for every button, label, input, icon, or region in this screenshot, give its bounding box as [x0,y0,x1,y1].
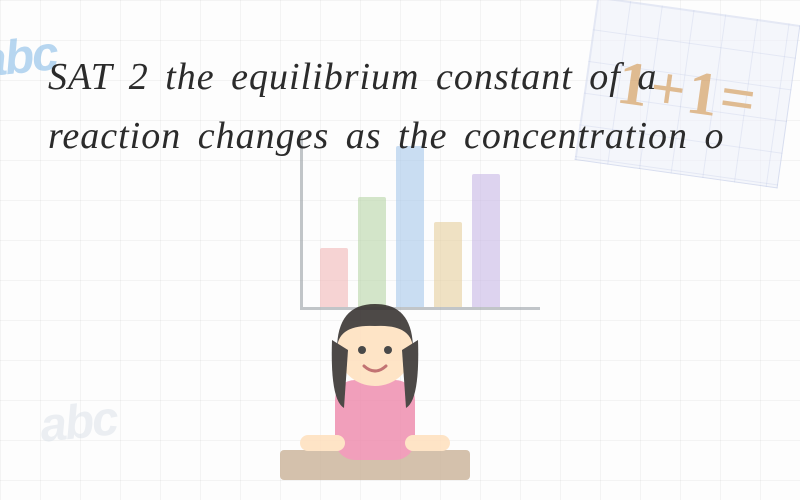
girl-arm-left [300,435,345,451]
stage: abc abc 1+1= SAT 2 the equilibrium const… [0,0,800,500]
girl-arm-right [405,435,450,451]
chart-bar-3 [396,146,424,308]
girl-eye-left [358,346,366,354]
cartoon-girl [280,290,470,500]
girl-dress [335,380,415,460]
chart-bar-5 [472,174,500,307]
girl-eye-right [384,346,392,354]
question-text: SAT 2 the equilibrium constant of a reac… [48,48,740,166]
